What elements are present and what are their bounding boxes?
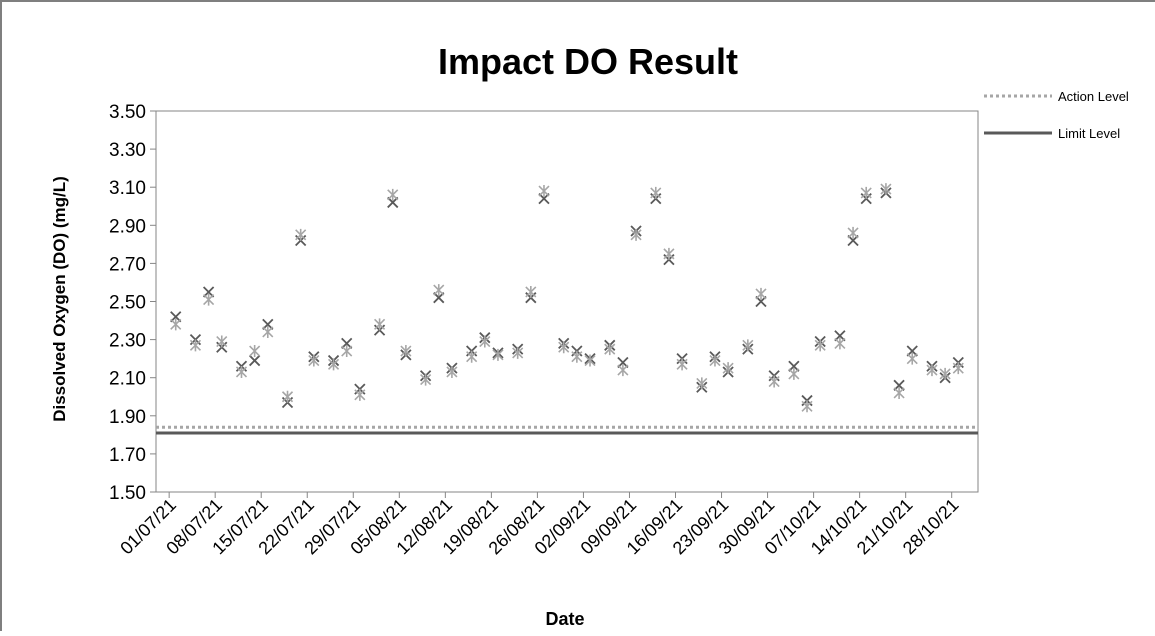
data-point: [295, 228, 307, 241]
y-tick-label: 2.50: [109, 293, 146, 314]
data-point: [170, 318, 182, 331]
data-point: [341, 345, 353, 358]
data-point: [617, 364, 629, 377]
plot-area: 1.50 1.70 1.90 2.10 2.30 2.50 2.70 2.90 3.10 3.30…: [109, 102, 979, 558]
data-point: [663, 247, 675, 260]
data-point: [216, 335, 228, 348]
y-tick-label: 3.50: [109, 102, 146, 123]
y-axis-title: Dissolved Oxygen (DO) (mg/L): [50, 176, 69, 422]
data-point: [327, 358, 340, 371]
data-point: [722, 362, 734, 375]
data-point: [433, 284, 445, 297]
legend-limit-label: Limit Level: [1058, 126, 1120, 141]
chart-title: Impact DO Result: [438, 41, 738, 82]
data-point: [893, 386, 905, 399]
y-tick-label: 1.90: [109, 407, 146, 428]
x-axis-title: Date: [545, 609, 584, 629]
data-point: [939, 367, 951, 380]
data-point: [696, 377, 708, 390]
data-point: [742, 339, 754, 352]
data-point: [538, 185, 550, 198]
data-point: [492, 348, 504, 361]
data-point: [834, 337, 846, 350]
data-point: [571, 350, 583, 363]
data-point: [249, 345, 261, 358]
data-point: [235, 365, 248, 378]
data-point: [801, 400, 813, 413]
data-point: [584, 354, 596, 367]
y-tick-label: 2.30: [109, 331, 146, 352]
data-point: [281, 390, 294, 403]
data-point: [525, 285, 537, 298]
y-tick-label: 3.10: [109, 178, 146, 199]
data-point: [926, 364, 938, 377]
data-point: [400, 345, 412, 358]
data-point: [189, 339, 202, 352]
data-point: [446, 365, 458, 378]
data-point: [387, 188, 399, 201]
y-tick-label: 1.50: [109, 483, 146, 504]
data-point: [479, 335, 491, 348]
data-point: [420, 373, 432, 386]
y-tick-label: 2.10: [109, 369, 146, 390]
data-point: [262, 325, 274, 338]
data-point: [814, 339, 826, 352]
data-point: [650, 186, 662, 199]
data-point: [880, 183, 892, 196]
data-point: [755, 287, 767, 300]
y-tick-label: 2.90: [109, 216, 146, 237]
data-point: [374, 318, 386, 331]
data-point: [768, 375, 780, 388]
data-point: [847, 226, 859, 239]
y-tick-label: 3.30: [109, 140, 146, 161]
data-point: [709, 354, 721, 367]
data-point: [630, 228, 642, 241]
data-point: [676, 358, 688, 371]
data-point: [906, 352, 918, 365]
data-point: [308, 354, 320, 367]
data-point: [604, 343, 616, 356]
plot-border: [155, 110, 979, 493]
data-point: [249, 354, 261, 367]
data-point: [860, 186, 872, 199]
data-point: [466, 350, 478, 363]
legend-action-label: Action Level: [1058, 89, 1129, 104]
legend: Action Level Limit Level: [984, 89, 1129, 141]
data-point: [354, 388, 366, 401]
data-point: [788, 367, 800, 380]
data-point: [512, 346, 524, 359]
y-tick-label: 1.70: [109, 445, 146, 466]
y-tick-label: 2.70: [109, 254, 146, 275]
data-point: [203, 293, 215, 306]
data-point: [952, 362, 964, 375]
data-point: [558, 341, 570, 354]
